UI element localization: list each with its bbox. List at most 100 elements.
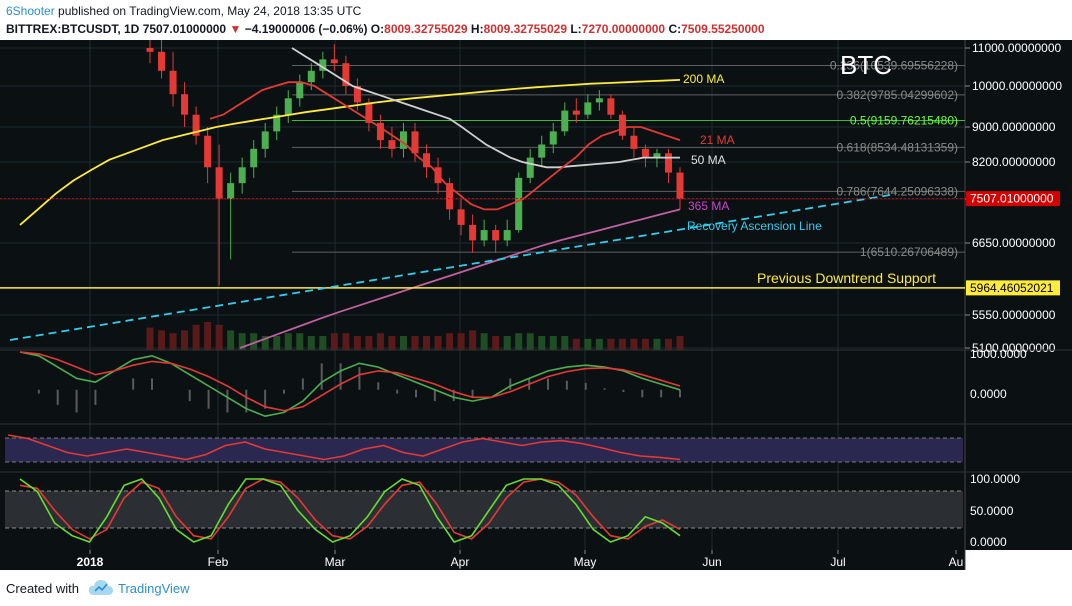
stochastic-pane[interactable]: 100.0000 50.0000 0.0000	[5, 472, 1020, 549]
created-with-label: Created with	[6, 581, 79, 596]
high-label: H:	[470, 22, 484, 36]
macd-histogram-bar	[94, 389, 97, 405]
macd-histogram	[37, 363, 681, 413]
candle	[480, 219, 488, 247]
author-link[interactable]: 6Shooter	[6, 4, 55, 18]
rsi-band	[5, 438, 963, 462]
macd-tick-top: 1000.0000	[970, 347, 1027, 361]
macd-histogram-bar	[415, 389, 417, 398]
candle	[261, 122, 269, 158]
fib-label: 0.786(7644.25096338)	[837, 184, 958, 198]
volume-bar	[273, 336, 281, 350]
volume-bar	[503, 336, 511, 350]
low-value: 7270.00000000	[581, 22, 666, 36]
candle	[388, 127, 396, 158]
candle	[376, 114, 384, 149]
macd-histogram-bar	[584, 382, 587, 390]
time-tick-label: Feb	[208, 555, 229, 569]
support-line-label: Previous Downtrend Support	[757, 270, 936, 286]
rsi-line	[7, 434, 681, 461]
volume-bar	[641, 338, 649, 350]
candle	[538, 135, 546, 168]
candle	[319, 51, 327, 79]
fib-label: 0.382(9785.04299602)	[837, 88, 958, 102]
volume-bar	[169, 333, 177, 350]
time-tick-label: 2018	[77, 555, 104, 569]
macd-histogram-bar	[358, 367, 361, 390]
candle	[526, 148, 534, 184]
volume-bar	[215, 324, 223, 350]
macd-histogram-bar	[452, 389, 455, 402]
macd-pane[interactable]: 1000.0000 0.0000	[19, 347, 1027, 418]
macd-histogram-bar	[565, 380, 568, 390]
chart-background	[0, 40, 965, 550]
volume-bar	[399, 336, 407, 350]
volume-bar	[676, 336, 684, 350]
stoch-tick-0: 0.0000	[970, 535, 1007, 549]
price-tick-label: 8200.00000000	[972, 155, 1056, 169]
macd-histogram-bar	[151, 378, 153, 390]
volume-bar	[330, 333, 338, 350]
macd-histogram-bar	[283, 389, 285, 394]
volume-bar	[342, 333, 350, 350]
volume-bar	[411, 336, 419, 350]
candle	[492, 224, 500, 253]
price-tick-label: 9000.00000000	[972, 120, 1056, 134]
price-chart[interactable]: 0.236(10539.69556228) 0.382(9785.04299602…	[0, 40, 1072, 570]
volume-bar	[595, 338, 603, 350]
macd-histogram-bar	[75, 389, 78, 413]
moving-averages	[19, 47, 681, 349]
macd-signal-line	[19, 351, 681, 412]
low-label: L:	[570, 22, 582, 36]
volume-bar	[250, 333, 258, 350]
candle	[399, 122, 407, 158]
candle	[423, 144, 431, 178]
price-tick-label: 5550.00000000	[972, 308, 1056, 322]
time-tick-label: Mar	[325, 555, 346, 569]
recovery-line-label: Recovery Ascension Line	[687, 219, 822, 233]
volume-bar	[284, 333, 292, 350]
volume-bar	[515, 333, 523, 350]
fibonacci-retracement[interactable]: 0.236(10539.69556228) 0.382(9785.04299602…	[292, 58, 965, 259]
volume-bar	[307, 336, 315, 350]
macd-histogram-bar	[132, 378, 135, 390]
chart-header: 6Shooter published on TradingView.com, M…	[0, 0, 1072, 40]
ma50-label: 50 MA	[691, 153, 726, 167]
volume-bar	[365, 336, 373, 350]
volume-bar	[664, 338, 672, 350]
volume-bar	[238, 333, 246, 350]
tradingview-brand-link[interactable]: TradingView	[118, 581, 190, 596]
candle	[169, 51, 177, 107]
volume-bar	[469, 330, 477, 350]
volume-bar	[192, 324, 200, 350]
price-tick-label: 11000.00000000	[972, 41, 1062, 55]
tradingview-cloud-icon[interactable]	[88, 578, 114, 598]
rsi-pane[interactable]	[5, 434, 963, 463]
ma200-label: 200 MA	[683, 72, 724, 86]
ma200-line	[19, 79, 681, 226]
price-tick-label: 10000.00000000	[972, 79, 1062, 93]
macd-histogram-bar	[188, 389, 191, 402]
volume-bar	[434, 336, 442, 350]
candle	[641, 144, 649, 168]
recovery-ascension-line[interactable]	[9, 194, 891, 341]
volume-bar	[607, 338, 615, 350]
volume-bar	[538, 336, 546, 350]
macd-histogram-bar	[264, 389, 267, 409]
volume-bar	[457, 333, 465, 350]
fib-label: 0.5(9159.76215480)	[850, 113, 958, 127]
candle	[572, 98, 580, 123]
candle	[664, 148, 672, 184]
macd-line	[19, 351, 681, 418]
macd-histogram-bar	[603, 388, 606, 390]
stoch-tick-50: 50.0000	[970, 504, 1014, 518]
close-value: 7509.55250000	[681, 22, 765, 36]
macd-histogram-bar	[547, 378, 549, 390]
macd-histogram-bar	[377, 382, 380, 390]
symbol-line: BITTREX:BTCUSDT, 1D 7507.01000000 ▼ −4.1…	[6, 22, 765, 36]
candle	[192, 106, 200, 145]
candle	[411, 122, 419, 162]
candle	[146, 40, 154, 64]
volume-bar	[204, 322, 212, 350]
volume-bars	[146, 322, 684, 350]
